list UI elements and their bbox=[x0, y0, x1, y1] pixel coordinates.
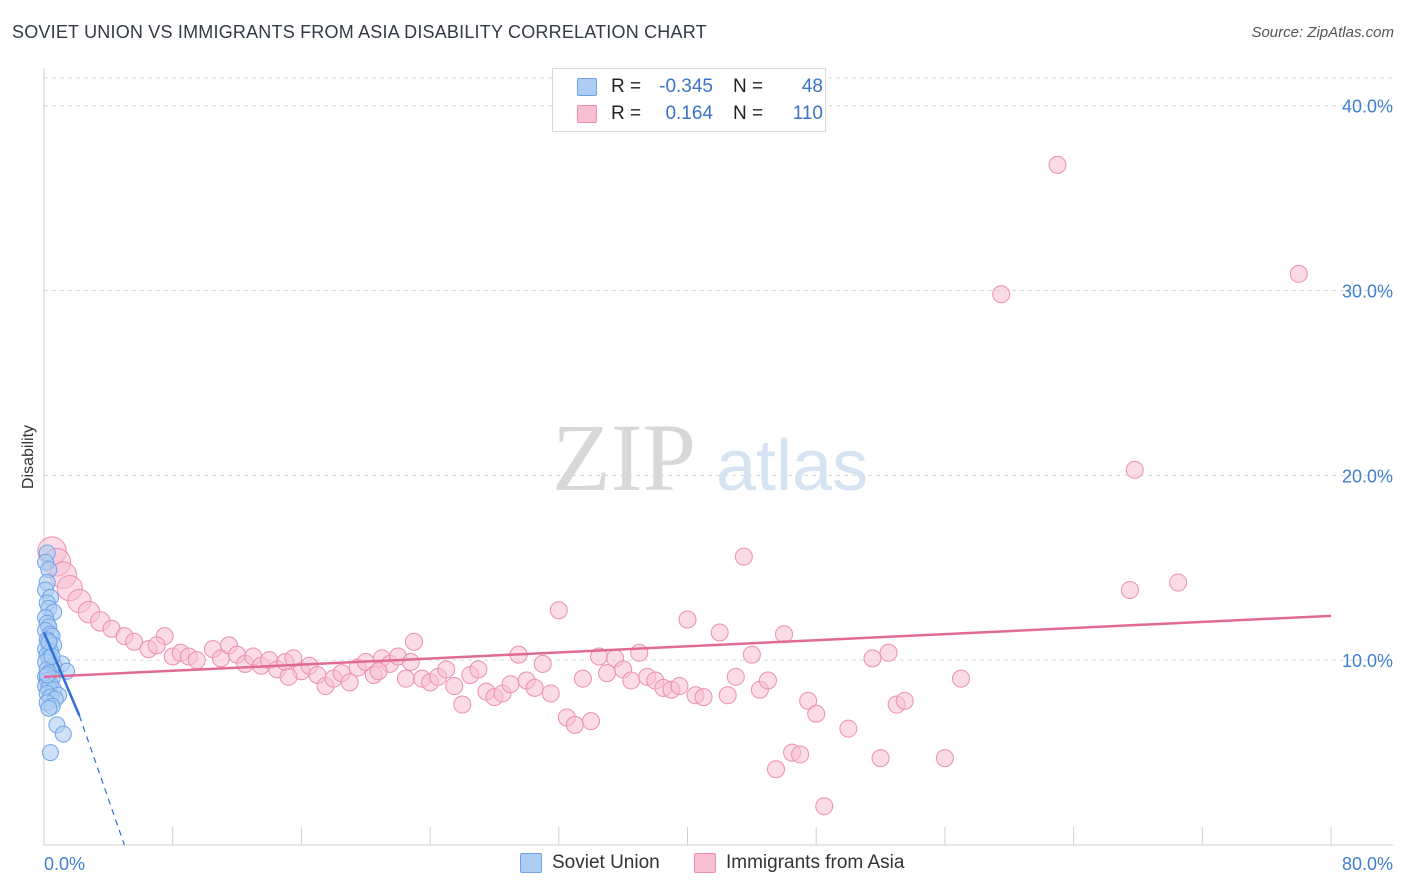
data-point-asia bbox=[951, 669, 970, 688]
data-point-asia bbox=[469, 660, 488, 679]
data-point-asia bbox=[1125, 460, 1144, 479]
data-point-asia bbox=[1048, 155, 1067, 174]
data-point-asia bbox=[340, 673, 359, 692]
legend-n-value: 110 bbox=[792, 103, 823, 124]
data-point-asia bbox=[718, 686, 737, 705]
data-point-asia bbox=[445, 677, 464, 696]
data-point-asia bbox=[734, 547, 753, 566]
data-point-asia bbox=[622, 671, 641, 690]
data-point-asia bbox=[598, 664, 617, 683]
y-tick-label: 10.0% bbox=[1342, 651, 1393, 671]
data-point-asia bbox=[678, 610, 697, 629]
data-point-asia bbox=[1289, 264, 1308, 283]
data-point-asia bbox=[279, 667, 298, 686]
data-point-asia bbox=[766, 760, 785, 779]
bottom-legend-label-asia: Immigrants from Asia bbox=[726, 852, 905, 873]
y-tick-label: 30.0% bbox=[1342, 282, 1393, 302]
watermark-zip: ZIP bbox=[552, 404, 696, 511]
legend-r-label: R = bbox=[611, 76, 642, 97]
data-point-asia bbox=[401, 653, 420, 672]
grid-lines bbox=[44, 77, 1393, 661]
chart-title: SOVIET UNION VS IMMIGRANTS FROM ASIA DIS… bbox=[12, 22, 707, 42]
data-point-asia bbox=[726, 667, 745, 686]
data-point-soviet bbox=[54, 725, 72, 743]
data-point-asia bbox=[284, 649, 303, 668]
legend-r-value: -0.345 bbox=[659, 76, 713, 97]
data-point-asia bbox=[879, 643, 898, 662]
legend-n-label: N = bbox=[733, 76, 764, 97]
y-axis-label: Disability bbox=[20, 425, 37, 489]
data-point-asia bbox=[453, 695, 472, 714]
watermark-atlas: atlas bbox=[716, 426, 868, 506]
x-tick-label: 80.0% bbox=[1342, 854, 1393, 874]
x-tick-label: 0.0% bbox=[44, 854, 85, 874]
data-point-asia bbox=[992, 285, 1011, 304]
data-point-asia bbox=[396, 669, 415, 688]
axes bbox=[43, 68, 1393, 846]
trend-line-soviet bbox=[42, 631, 81, 717]
data-point-asia bbox=[565, 715, 584, 734]
legend-n-label: N = bbox=[733, 103, 764, 124]
data-point-asia bbox=[871, 749, 890, 768]
data-point-asia bbox=[581, 712, 600, 731]
legend-r-label: R = bbox=[611, 103, 642, 124]
data-point-asia bbox=[895, 691, 914, 710]
data-point-asia bbox=[405, 632, 424, 651]
data-point-asia bbox=[630, 643, 649, 662]
legend-swatch-soviet bbox=[577, 78, 597, 96]
source-note: Source: ZipAtlas.com bbox=[1251, 24, 1394, 41]
bottom-swatch-soviet bbox=[520, 853, 542, 873]
data-point-asia bbox=[815, 797, 834, 816]
data-point-asia bbox=[501, 675, 520, 694]
data-point-soviet bbox=[38, 666, 56, 684]
data-point-asia bbox=[187, 651, 206, 670]
y-tick-label: 40.0% bbox=[1342, 97, 1393, 117]
data-point-asia bbox=[1120, 580, 1139, 599]
data-point-asia bbox=[541, 684, 560, 703]
legend-r-value: 0.164 bbox=[665, 103, 713, 124]
data-point-asia bbox=[1169, 573, 1188, 592]
data-point-asia bbox=[742, 645, 761, 664]
data-point-asia bbox=[369, 662, 388, 681]
trend-lines bbox=[42, 614, 1332, 846]
legend-n-value: 48 bbox=[801, 76, 823, 97]
data-point-asia bbox=[935, 749, 954, 768]
data-point-asia bbox=[670, 677, 689, 696]
data-point-asia bbox=[437, 660, 456, 679]
data-point-asia bbox=[533, 654, 552, 673]
data-point-asia bbox=[799, 691, 818, 710]
data-point-asia bbox=[807, 704, 826, 723]
y-tick-label: 20.0% bbox=[1342, 466, 1393, 486]
data-point-asia bbox=[839, 719, 858, 738]
tick-labels: 10.0% 20.0% 30.0% 40.0% 0.0% 80.0% bbox=[44, 97, 1393, 874]
data-point-asia bbox=[791, 745, 810, 764]
soviet-points bbox=[37, 544, 76, 762]
data-point-asia bbox=[549, 601, 568, 620]
data-point-asia bbox=[710, 623, 729, 642]
data-point-asia bbox=[147, 636, 166, 655]
trend-line-asia bbox=[43, 614, 1332, 679]
bottom-swatch-asia bbox=[694, 853, 716, 873]
data-point-asia bbox=[758, 671, 777, 690]
data-point-soviet bbox=[40, 699, 58, 717]
data-point-asia bbox=[125, 632, 144, 651]
bottom-legend-label-soviet: Soviet Union bbox=[552, 852, 660, 873]
data-point-soviet bbox=[41, 744, 59, 762]
legend-swatch-asia bbox=[577, 105, 597, 123]
asia-points bbox=[37, 155, 1308, 816]
data-point-asia bbox=[573, 669, 592, 688]
legend: R = -0.345 N = 48 R = 0.164 N = 110 bbox=[552, 68, 826, 132]
data-point-asia bbox=[694, 688, 713, 707]
data-point-asia bbox=[525, 678, 544, 697]
data-point-asia bbox=[863, 649, 882, 668]
trend-line-soviet-extension bbox=[78, 715, 126, 846]
